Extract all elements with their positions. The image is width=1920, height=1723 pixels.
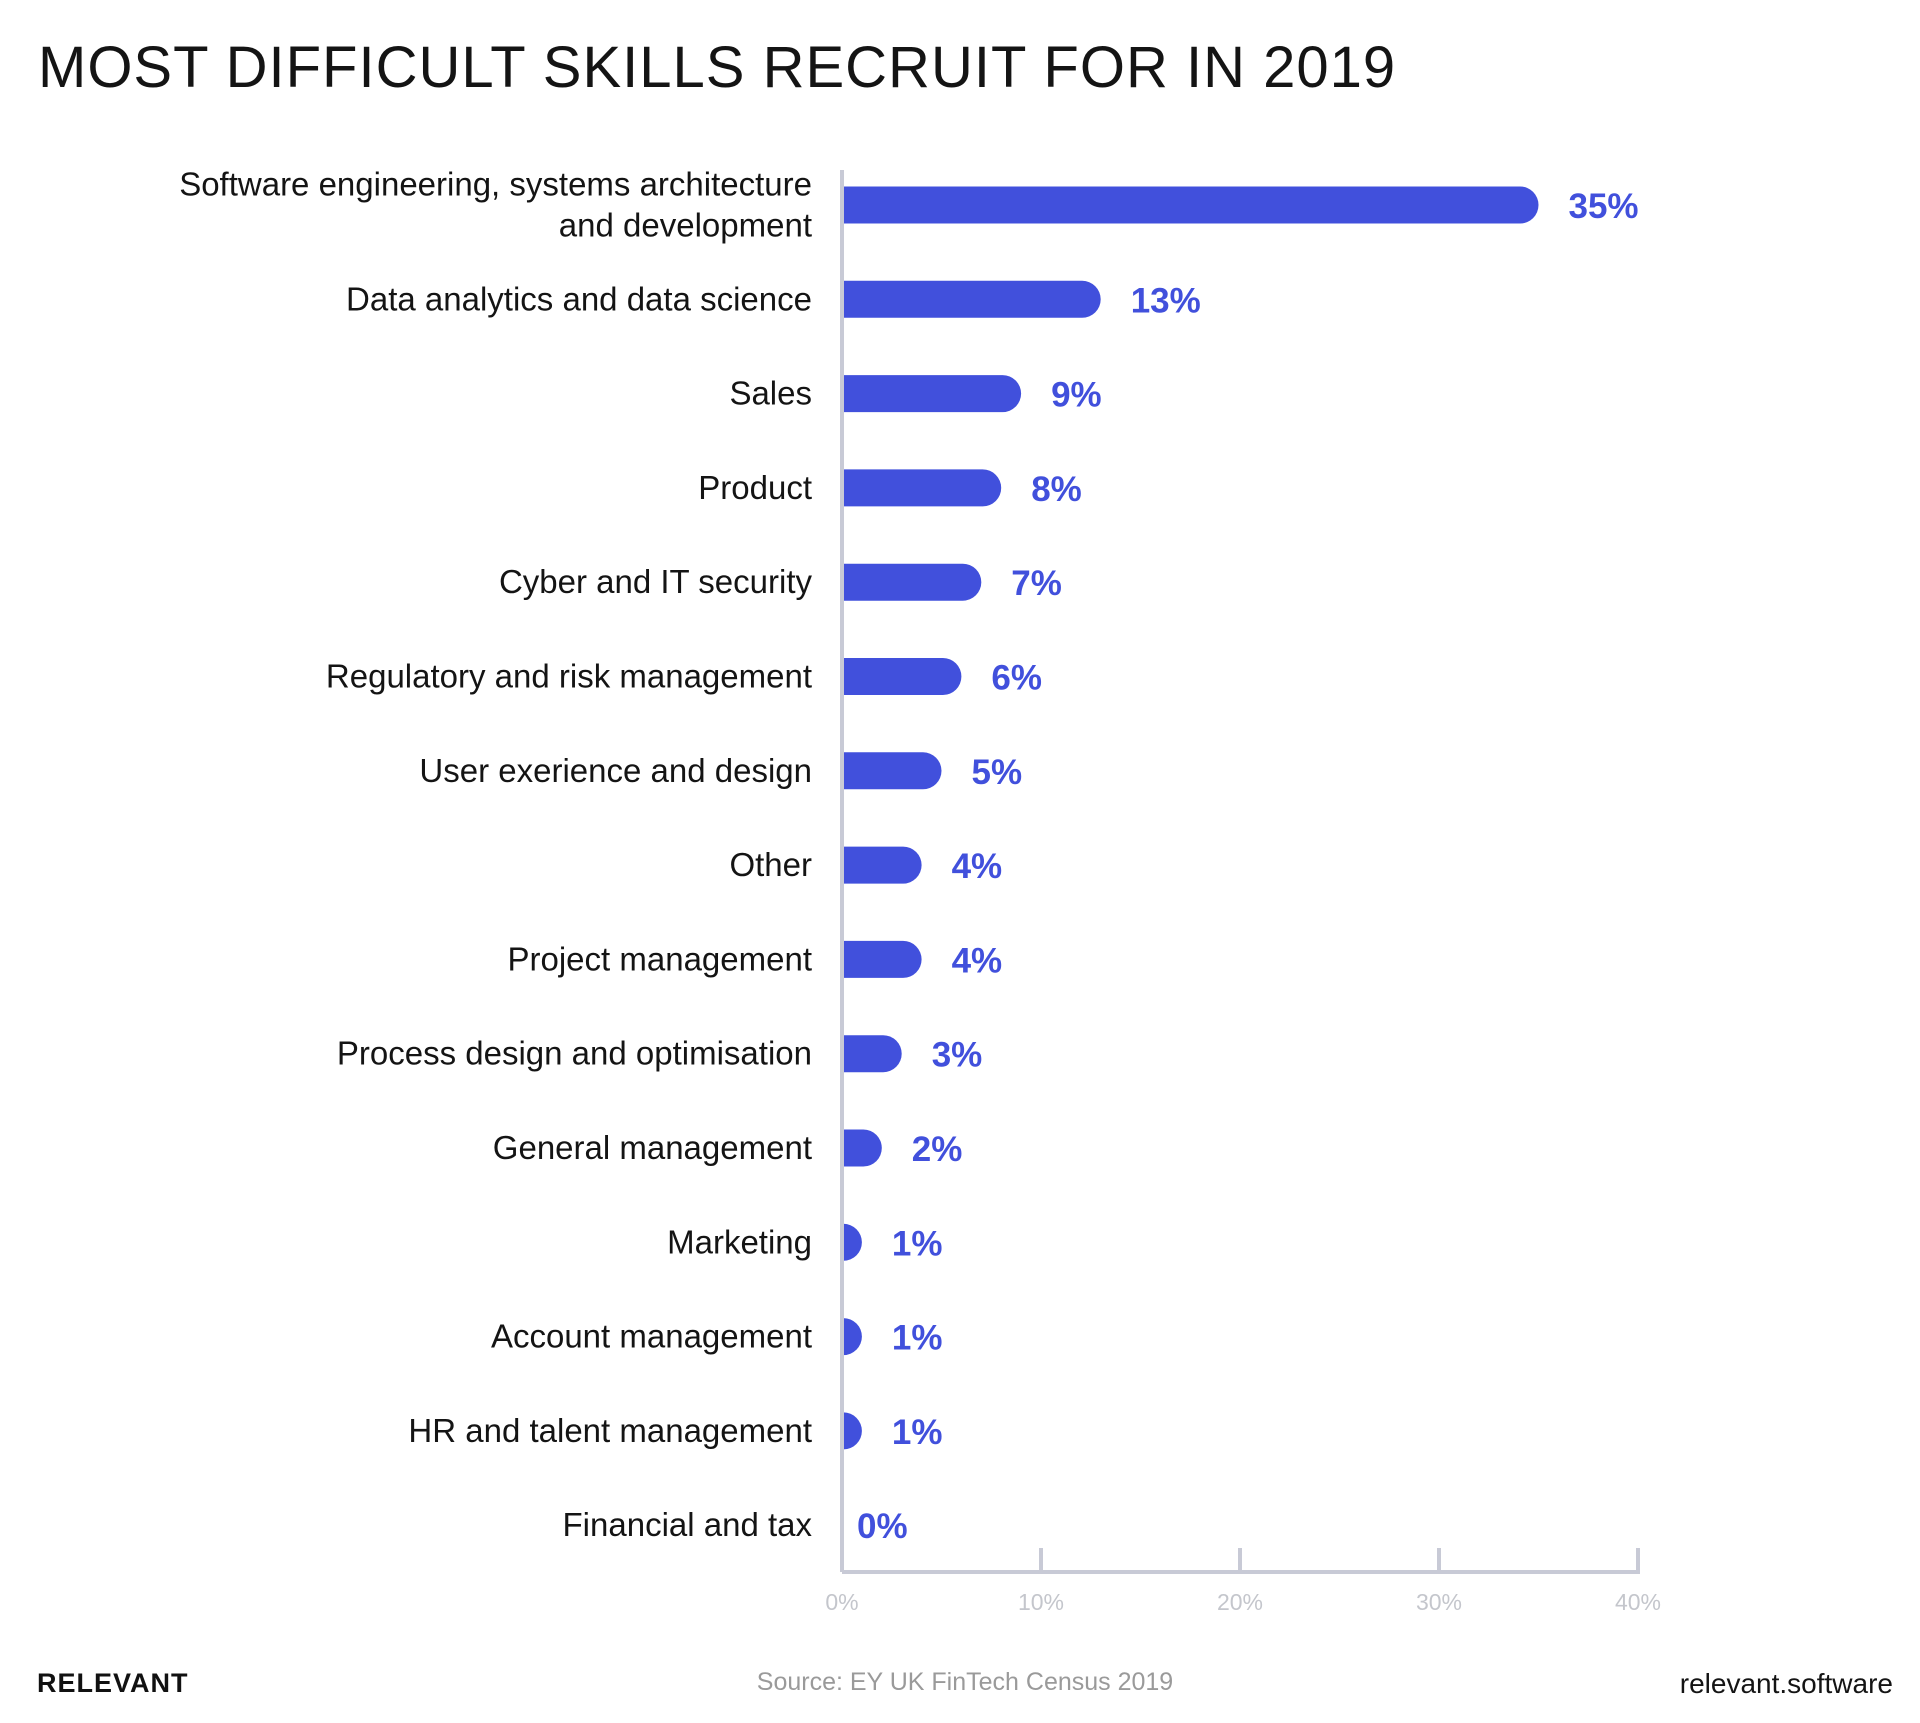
category-label: Project management [508,940,813,977]
bar [842,658,962,695]
category-label: Software engineering, systems architectu… [179,166,812,203]
category-label: Marketing [667,1223,812,1260]
value-label: 7% [1011,564,1062,603]
source-note: Source: EY UK FinTech Census 2019 [756,1668,1174,1696]
category-label: HR and talent management [408,1412,812,1449]
x-tick-label: 20% [1217,1589,1263,1615]
site-link[interactable]: relevant.software [1679,1668,1893,1699]
value-label: 8% [1031,470,1082,509]
value-label: 5% [972,753,1023,792]
category-label: User exerience and design [419,752,812,789]
bar [842,1035,902,1073]
value-label: 4% [952,941,1003,980]
bar [842,940,922,978]
bar [842,1318,862,1356]
category-label: and development [559,207,812,244]
value-label: 13% [1131,281,1201,320]
value-label: 1% [892,1224,943,1263]
category-label: General management [493,1129,812,1166]
x-tick-label: 10% [1018,1589,1064,1615]
value-label: 1% [892,1413,943,1452]
category-label: Other [729,846,812,883]
bar [842,186,1539,224]
x-tick-label: 40% [1615,1589,1661,1615]
bar [842,846,922,884]
value-label: 1% [892,1319,943,1358]
category-label: Data analytics and data science [346,280,812,317]
bar [842,1129,882,1167]
value-label: 9% [1051,376,1102,415]
category-label: Regulatory and risk management [326,658,812,695]
bar [842,469,1002,507]
brand-logo: RELEVANT [37,1668,189,1698]
x-tick-label: 0% [825,1589,858,1615]
value-label: 6% [991,659,1042,698]
bar [842,280,1101,318]
bar [842,752,942,790]
x-tick-label: 30% [1416,1589,1462,1615]
value-label: 2% [912,1130,963,1169]
bar [842,1412,862,1450]
chart-title: MOST DIFFICULT SKILLS RECRUIT FOR IN 201… [38,35,1397,100]
category-label: Cyber and IT security [499,563,813,600]
value-label: 0% [857,1507,908,1546]
bar [842,1223,862,1261]
category-label: Financial and tax [563,1506,813,1543]
category-label: Sales [729,375,812,412]
category-label: Account management [491,1318,812,1355]
value-label: 4% [952,847,1003,886]
category-label: Process design and optimisation [337,1035,812,1072]
value-label: 3% [932,1036,983,1075]
value-label: 35% [1569,187,1639,226]
bar [842,563,982,601]
category-label: Product [698,469,812,506]
bar [842,375,1022,413]
